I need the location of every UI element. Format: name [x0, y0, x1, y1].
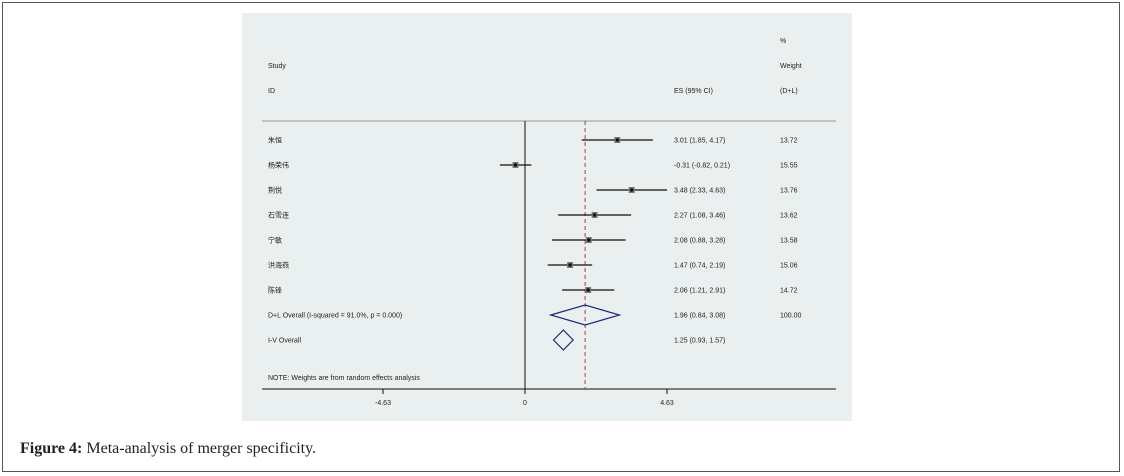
es-ci-text: 2.27 (1.08, 3.46) [674, 213, 725, 220]
weight-text: 13.72 [780, 138, 798, 145]
header-weight: Weight [780, 63, 802, 70]
x-tick-label: 4.63 [660, 400, 674, 407]
es-ci-text: 1.96 (0.84, 3.08) [674, 313, 725, 320]
overall-diamond [552, 329, 574, 351]
weight-text: 13.76 [780, 188, 798, 195]
weight-text: 15.06 [780, 263, 798, 270]
study-label: 荆悦 [268, 186, 282, 195]
es-ci-text: 3.48 (2.33, 4.63) [674, 188, 725, 195]
es-ci-text: 3.01 (1.85, 4.17) [674, 138, 725, 145]
weight-text: 100.00 [780, 313, 802, 320]
x-axis-ticks: -4.63 0 4.63 [375, 389, 674, 407]
header-pct: % [780, 38, 786, 45]
point-estimate [629, 188, 634, 192]
plot-panel [242, 13, 852, 421]
overall-diamond [548, 304, 622, 326]
weight-text: 15.55 [780, 163, 798, 170]
footnote: NOTE: Weights are from random effects an… [268, 375, 420, 382]
weight-text: 14.72 [780, 288, 798, 295]
es-ci-text: 2.08 (0.88, 3.28) [674, 238, 725, 245]
study-label: 石雪连 [268, 211, 289, 220]
x-tick-label: 0 [523, 400, 527, 407]
study-label: 朱恒 [268, 136, 282, 145]
es-ci-text: 1.47 (0.74, 2.19) [674, 263, 725, 270]
point-estimate [615, 138, 620, 142]
point-estimate [568, 263, 572, 267]
header-study: Study [268, 63, 286, 70]
header-es: ES (95% CI) [674, 88, 713, 95]
point-estimate [592, 213, 597, 217]
study-rows: 朱恒 3.01 (1.85, 4.17) 13.72 杨荣伟 -0.31 (-0.82,… [268, 121, 802, 389]
x-tick-label: -4.63 [375, 400, 391, 407]
caption-label: Figure 4: [20, 440, 83, 457]
point-estimate [586, 238, 591, 242]
study-label: 陈锋 [268, 286, 282, 295]
study-label: 杨荣伟 [268, 161, 289, 170]
es-ci-text: 1.25 (0.93, 1.57) [674, 338, 725, 345]
weight-text: 13.58 [780, 238, 798, 245]
point-estimate [586, 288, 590, 292]
study-label: 洪海燕 [268, 261, 289, 270]
point-estimate [513, 163, 518, 167]
study-label: 宁敏 [268, 236, 282, 245]
es-ci-text: 2.06 (1.21, 2.91) [674, 288, 725, 295]
overall-label: I-V Overall [268, 338, 302, 345]
header-dl: (D+L) [780, 88, 798, 95]
weight-text: 13.62 [780, 213, 798, 220]
caption-text: Meta-analysis of merger specificity. [82, 440, 317, 457]
figure-caption: Figure 4: Meta-analysis of merger specif… [20, 440, 316, 458]
es-ci-text: -0.31 (-0.82, 0.21) [674, 163, 730, 170]
header-id: ID [268, 88, 275, 95]
overall-label: D+L Overall (I-squared = 91.0%, p = 0.00… [268, 313, 402, 320]
